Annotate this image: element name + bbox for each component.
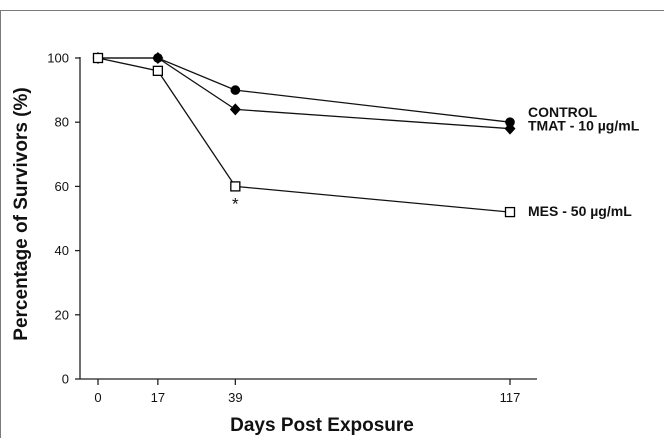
data-point-square [92,52,104,64]
data-point-square [230,181,241,192]
x-axis-title: Days Post Exposure [230,415,414,436]
data-point-diamond [504,122,516,135]
series-line-open-square [97,57,511,213]
y-tick-label: 100 [47,51,69,66]
data-point-diamond [152,52,164,64]
series-label: MES - 50 µg/mL [528,203,632,219]
y-tick-label: 80 [55,115,69,130]
x-ticks: 0 17 39 117 [94,379,520,405]
chart-frame [0,10,664,438]
data-point-square [504,206,516,218]
x-tick-label: 39 [228,390,242,405]
series-markers [92,52,516,218]
y-tick-label: 0 [62,372,69,387]
y-tick-label: 40 [55,243,69,258]
annotations: * [232,194,239,213]
series-label: TMAT - 10 µg/mL [528,118,640,134]
x-tick-label: 0 [94,390,101,405]
y-tick-label: 20 [55,307,69,322]
series-label: CONTROL [528,104,598,120]
x-tick-label: 117 [500,390,521,405]
y-axis-title: Percentage of Survivors (%) [11,87,32,340]
series-line-filled-diamond [98,57,511,130]
data-point-circle [230,85,241,95]
x-tick-label: 17 [151,390,165,405]
significance-asterisk: * [232,194,239,213]
data-point-square [152,65,164,76]
axes [79,57,537,380]
data-point-circle [505,117,515,127]
y-tick-label: 60 [55,179,69,194]
y-ticks: 0 20 40 60 80 100 [47,51,80,387]
data-point-diamond [229,103,241,116]
series-lines [97,57,511,213]
